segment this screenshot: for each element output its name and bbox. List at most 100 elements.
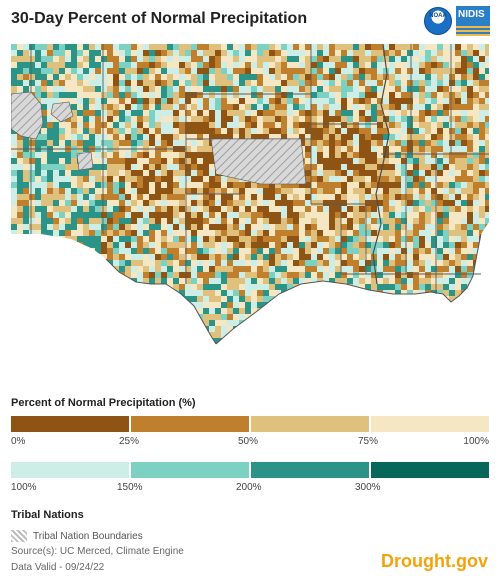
precip-cell — [221, 296, 227, 302]
precip-cell — [155, 248, 161, 254]
precip-cell — [161, 122, 167, 128]
precip-cell — [335, 182, 341, 188]
precip-cell — [485, 116, 489, 122]
noaa-logo-icon[interactable]: NOAA — [424, 7, 452, 35]
nidis-logo-icon[interactable]: NIDIS — [456, 6, 490, 36]
precip-cell — [461, 104, 467, 110]
precip-cell — [161, 140, 167, 146]
precip-cell — [167, 68, 173, 74]
precip-cell — [137, 62, 143, 68]
source-text: Source(s): UC Merced, Climate Engine — [11, 546, 184, 557]
precip-cell — [323, 188, 329, 194]
precip-cell — [167, 158, 173, 164]
precip-cell — [305, 92, 311, 98]
precip-cell — [287, 62, 293, 68]
precip-cell — [383, 140, 389, 146]
precip-cell — [137, 110, 143, 116]
precip-cell — [173, 164, 179, 170]
precip-cell — [461, 146, 467, 152]
precip-cell — [473, 218, 479, 224]
precip-cell — [347, 92, 353, 98]
precip-cell — [167, 242, 173, 248]
precip-cell — [131, 158, 137, 164]
precip-cell — [131, 92, 137, 98]
precip-cell — [161, 272, 167, 278]
precip-cell — [389, 110, 395, 116]
precip-cell — [317, 86, 323, 92]
precip-cell — [335, 266, 341, 272]
precip-cell — [245, 266, 251, 272]
precip-cell — [419, 68, 425, 74]
precip-cell — [167, 134, 173, 140]
precip-cell — [389, 128, 395, 134]
precip-cell — [449, 230, 455, 236]
precip-cell — [353, 56, 359, 62]
precip-cell — [149, 110, 155, 116]
precip-cell — [437, 260, 443, 266]
precip-cell — [155, 200, 161, 206]
precip-cell — [101, 224, 107, 230]
precip-cell — [191, 74, 197, 80]
precip-cell — [167, 50, 173, 56]
precip-cell — [179, 104, 185, 110]
precip-cell — [41, 158, 47, 164]
precip-cell — [479, 224, 485, 230]
precip-cell — [485, 122, 489, 128]
precip-cell — [227, 212, 233, 218]
precip-cell — [299, 266, 305, 272]
precip-cell — [53, 176, 59, 182]
precip-cell — [209, 170, 215, 176]
precip-cell — [473, 140, 479, 146]
precip-cell — [239, 248, 245, 254]
precip-cell — [29, 164, 35, 170]
precip-cell — [467, 80, 473, 86]
precip-cell — [407, 74, 413, 80]
precip-cell — [107, 224, 113, 230]
dry-tick: 0% — [11, 436, 26, 447]
precip-cell — [125, 86, 131, 92]
precip-cell — [71, 188, 77, 194]
precip-cell — [467, 248, 473, 254]
precip-cell — [215, 272, 221, 278]
precip-cell — [395, 272, 401, 278]
precip-cell — [209, 92, 215, 98]
precip-cell — [17, 62, 23, 68]
precip-cell — [377, 278, 383, 284]
precip-cell — [143, 128, 149, 134]
precip-cell — [419, 86, 425, 92]
precip-cell — [143, 134, 149, 140]
drought-gov-link[interactable]: Drought.gov — [381, 551, 488, 571]
precip-cell — [323, 176, 329, 182]
precip-cell — [275, 92, 281, 98]
precip-cell — [185, 224, 191, 230]
precip-cell — [161, 236, 167, 242]
precip-cell — [395, 110, 401, 116]
precip-cell — [377, 182, 383, 188]
precip-cell — [485, 56, 489, 62]
precip-cell — [395, 62, 401, 68]
precip-cell — [161, 110, 167, 116]
precip-cell — [197, 128, 203, 134]
precip-cell — [23, 170, 29, 176]
precip-cell — [449, 200, 455, 206]
precipitation-map[interactable] — [11, 44, 489, 374]
precip-cell — [311, 194, 317, 200]
tribal-legend-item[interactable]: Tribal Nation Boundaries — [11, 530, 143, 542]
precip-cell — [431, 176, 437, 182]
precip-cell — [413, 206, 419, 212]
precip-cell — [407, 182, 413, 188]
precip-cell — [461, 86, 467, 92]
precip-cell — [203, 50, 209, 56]
precip-cell — [449, 206, 455, 212]
precip-cell — [413, 146, 419, 152]
precip-cell — [215, 284, 221, 290]
precip-cell — [383, 260, 389, 266]
precip-cell — [131, 200, 137, 206]
precip-cell — [215, 134, 221, 140]
precip-cell — [353, 242, 359, 248]
precip-cell — [53, 68, 59, 74]
precip-cell — [71, 218, 77, 224]
precip-cell — [341, 230, 347, 236]
precip-cell — [119, 212, 125, 218]
precip-cell — [65, 86, 71, 92]
